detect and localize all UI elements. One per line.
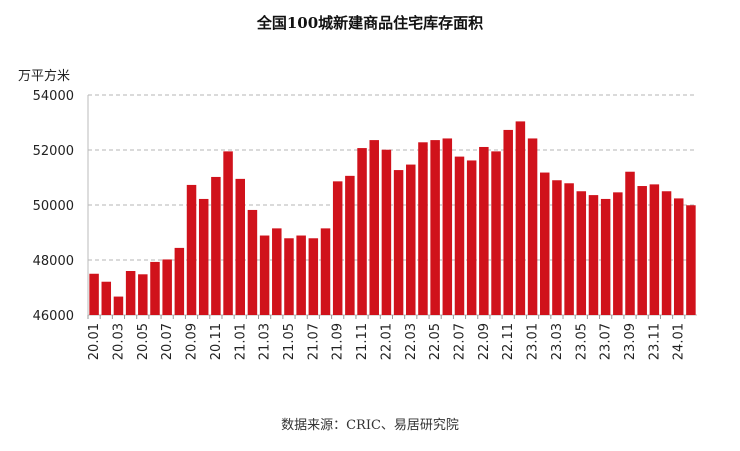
x-tick-label: 20.09 xyxy=(185,323,200,360)
bar-22.10 xyxy=(491,151,501,315)
bar-21.06 xyxy=(296,235,306,315)
bar-22.06 xyxy=(442,138,453,315)
bar-21.10 xyxy=(345,175,355,315)
bar-21.07 xyxy=(308,238,319,315)
y-tick-label: 48000 xyxy=(33,254,74,269)
x-tick-label: 22.07 xyxy=(452,323,467,360)
bar-20.02 xyxy=(101,281,112,315)
x-tick-label: 20.11 xyxy=(209,323,224,360)
x-tick-label: 23.03 xyxy=(550,323,565,360)
bar-20.01 xyxy=(89,273,99,315)
chart-title: 全国100城新建商品住宅库存面积 xyxy=(256,14,484,32)
x-tick-label: 23.05 xyxy=(574,323,589,360)
bar-22.07 xyxy=(454,156,465,315)
bar-22.04 xyxy=(418,142,428,315)
bar-20.12 xyxy=(223,151,233,315)
x-tick-label: 20.01 xyxy=(87,323,102,360)
x-tick-label: 23.07 xyxy=(599,323,614,360)
bar-22.03 xyxy=(406,164,416,315)
x-tick-label: 23.11 xyxy=(647,323,662,360)
x-tick-label: 20.05 xyxy=(136,323,151,360)
bar-22.09 xyxy=(479,146,489,315)
bar-20.06 xyxy=(150,261,160,315)
x-tick-label: 20.07 xyxy=(160,323,175,360)
bar-20.07 xyxy=(162,259,172,315)
bar-22.08 xyxy=(466,160,477,315)
bar-20.11 xyxy=(211,176,221,315)
x-tick-label: 21.05 xyxy=(282,323,297,360)
bar-24.01 xyxy=(673,198,684,315)
bar-22.12 xyxy=(515,121,526,316)
bar-23.01 xyxy=(527,138,538,315)
bar-21.02 xyxy=(247,209,258,315)
bar-21.01 xyxy=(235,178,246,315)
bar-20.05 xyxy=(138,274,148,315)
x-tick-label: 22.11 xyxy=(501,323,516,360)
bar-20.03 xyxy=(113,296,124,315)
x-tick-label: 23.01 xyxy=(526,323,541,360)
bar-22.02 xyxy=(393,170,404,315)
y-tick-label: 46000 xyxy=(33,309,74,324)
bar-23.08 xyxy=(613,192,623,315)
bar-21.04 xyxy=(272,228,282,315)
x-tick-label: 21.01 xyxy=(233,323,248,360)
y-tick-label: 50000 xyxy=(33,199,74,214)
bar-21.12 xyxy=(369,140,379,315)
bar-21.05 xyxy=(284,238,294,315)
bar-24.02 xyxy=(686,205,696,315)
x-tick-label: 24.01 xyxy=(672,323,687,360)
bar-23.02 xyxy=(539,172,550,315)
bar-21.11 xyxy=(357,148,367,315)
bar-23.11 xyxy=(649,184,660,315)
x-tick-label: 22.01 xyxy=(379,323,394,360)
bar-21.03 xyxy=(259,235,270,315)
bar-20.04 xyxy=(125,271,136,315)
bar-23.09 xyxy=(625,171,635,315)
source-note: 数据来源：CRIC、易居研究院 xyxy=(281,418,459,433)
x-tick-label: 21.07 xyxy=(306,323,321,360)
bar-22.05 xyxy=(430,140,440,315)
bar-20.09 xyxy=(186,184,197,315)
bar-23.03 xyxy=(552,180,562,315)
bar-21.08 xyxy=(320,228,331,315)
x-tick-label: 21.11 xyxy=(355,323,370,360)
bar-23.10 xyxy=(637,186,647,315)
x-tick-label: 22.09 xyxy=(477,323,492,360)
x-tick-label: 22.03 xyxy=(404,323,419,360)
x-tick-label: 22.05 xyxy=(428,323,443,360)
bar-20.08 xyxy=(174,247,185,315)
bar-23.07 xyxy=(600,198,611,315)
bar-23.05 xyxy=(576,191,587,315)
bar-23.04 xyxy=(564,183,574,315)
bar-23.12 xyxy=(661,191,672,315)
y-tick-label: 52000 xyxy=(33,144,74,159)
x-tick-label: 21.03 xyxy=(258,323,273,360)
x-tick-label: 20.03 xyxy=(111,323,126,360)
bar-21.09 xyxy=(332,181,343,315)
bar-22.11 xyxy=(503,129,513,315)
y-tick-label: 54000 xyxy=(33,89,74,104)
x-tick-label: 21.09 xyxy=(331,323,346,360)
bar-20.10 xyxy=(198,198,209,315)
bar-23.06 xyxy=(588,195,599,315)
x-tick-label: 23.09 xyxy=(623,323,638,360)
y-axis-label: 万平方米 xyxy=(18,69,71,84)
bar-22.01 xyxy=(381,149,392,315)
